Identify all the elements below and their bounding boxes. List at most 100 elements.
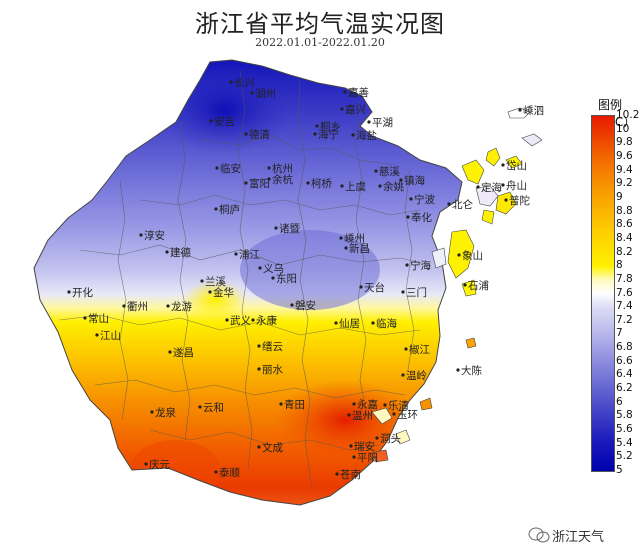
legend-color-bar <box>591 115 615 472</box>
city-label: 平阳 <box>357 452 378 464</box>
city-label: 温岭 <box>406 369 427 382</box>
city-marker <box>501 183 505 187</box>
legend-label: 6 <box>616 395 623 408</box>
city-marker <box>352 402 356 406</box>
city-label: 长兴 <box>234 77 255 89</box>
city-label: 临安 <box>220 162 241 175</box>
city-label: 平湖 <box>372 117 393 129</box>
city-marker <box>349 444 353 448</box>
legend-label: 5 <box>616 464 623 476</box>
watermark-text: 浙江天气 <box>552 530 605 545</box>
city-label: 建德 <box>170 246 191 259</box>
city-marker <box>501 163 505 167</box>
city-label: 浦江 <box>239 248 260 261</box>
city-label: 椒江 <box>409 343 430 356</box>
city-label: 诸暨 <box>279 223 300 235</box>
city-label: 杭州 <box>272 162 293 175</box>
city-marker <box>405 263 409 267</box>
city-label: 庆元 <box>149 458 170 471</box>
city-label: 舟山 <box>506 179 527 192</box>
city-marker <box>144 462 148 466</box>
city-marker <box>456 368 460 372</box>
city-marker <box>375 436 379 440</box>
legend-label: 6.2 <box>616 382 633 395</box>
city-marker <box>447 202 451 206</box>
city-marker <box>150 410 154 414</box>
city-label: 天台 <box>364 281 385 294</box>
city-label: 余杭 <box>272 173 293 186</box>
city-marker <box>215 166 219 170</box>
city-marker <box>401 373 405 377</box>
legend-label: 5.6 <box>616 423 633 436</box>
city-marker <box>351 133 355 137</box>
city-marker <box>165 250 169 254</box>
city-marker <box>476 185 480 189</box>
city-label: 大陈 <box>461 364 482 377</box>
city-label: 桐庐 <box>219 203 240 216</box>
city-label: 遂昌 <box>173 346 194 359</box>
city-label: 奉化 <box>411 211 432 224</box>
city-marker <box>306 181 310 185</box>
city-marker <box>95 333 99 337</box>
legend-label: 8 <box>616 259 623 272</box>
legend-label: 5.4 <box>616 436 633 449</box>
legend-label: 7.2 <box>616 313 633 326</box>
city-label: 缙云 <box>262 340 283 353</box>
city-marker <box>250 91 254 95</box>
city-label: 温州 <box>352 410 373 422</box>
city-marker <box>335 472 339 476</box>
city-label: 苍南 <box>340 468 361 481</box>
city-label: 龙游 <box>171 300 192 313</box>
legend-label: 9 <box>616 190 623 203</box>
city-marker <box>339 236 343 240</box>
city-label: 玉环 <box>397 409 418 421</box>
city-marker <box>340 184 344 188</box>
legend-label: 8.4 <box>616 231 633 244</box>
city-marker <box>399 178 403 182</box>
city-marker <box>401 290 405 294</box>
city-marker <box>166 304 170 308</box>
city-marker <box>208 290 212 294</box>
city-marker <box>463 283 467 287</box>
city-label: 龙泉 <box>155 406 176 419</box>
city-label: 象山 <box>462 250 483 262</box>
city-marker <box>267 166 271 170</box>
city-marker <box>274 226 278 230</box>
city-marker <box>122 304 126 308</box>
city-label: 义乌 <box>263 262 284 275</box>
city-label: 云和 <box>203 402 224 414</box>
city-label: 嵊泗 <box>523 104 544 117</box>
city-marker <box>392 412 396 416</box>
wechat-icon <box>528 527 550 543</box>
city-label: 丽水 <box>262 364 283 376</box>
city-label: 新昌 <box>349 242 370 255</box>
islands <box>371 107 543 463</box>
city-marker <box>404 347 408 351</box>
city-label: 富阳 <box>249 177 270 190</box>
city-marker <box>257 367 261 371</box>
legend-label: 7.6 <box>616 286 633 299</box>
city-label: 仙居 <box>339 317 360 330</box>
city-label: 淳安 <box>144 229 165 242</box>
city-label: 定海 <box>481 181 502 194</box>
city-label: 乐清 <box>388 399 409 412</box>
city-label: 普陀 <box>509 194 530 207</box>
city-marker <box>67 290 71 294</box>
city-marker <box>457 253 461 257</box>
legend-label: 6.4 <box>616 368 633 381</box>
province-shape <box>34 60 462 505</box>
city-label: 宁海 <box>410 259 431 272</box>
city-marker <box>168 350 172 354</box>
city-marker <box>251 318 255 322</box>
city-label: 柯桥 <box>311 177 332 190</box>
city-marker <box>271 276 275 280</box>
city-label: 宁波 <box>414 193 435 206</box>
city-label: 江山 <box>100 330 121 342</box>
city-label: 石浦 <box>468 279 489 292</box>
legend-label: 5.2 <box>616 450 633 463</box>
city-marker <box>214 470 218 474</box>
legend-labels: 10.2 10 9.8 9.6 9.4 9.2 9 8.8 8.6 8.4 8.2 8 7.8 7.6 7.… <box>616 109 640 476</box>
legend-label: 9.8 <box>616 136 633 149</box>
city-label: 安吉 <box>214 115 235 128</box>
